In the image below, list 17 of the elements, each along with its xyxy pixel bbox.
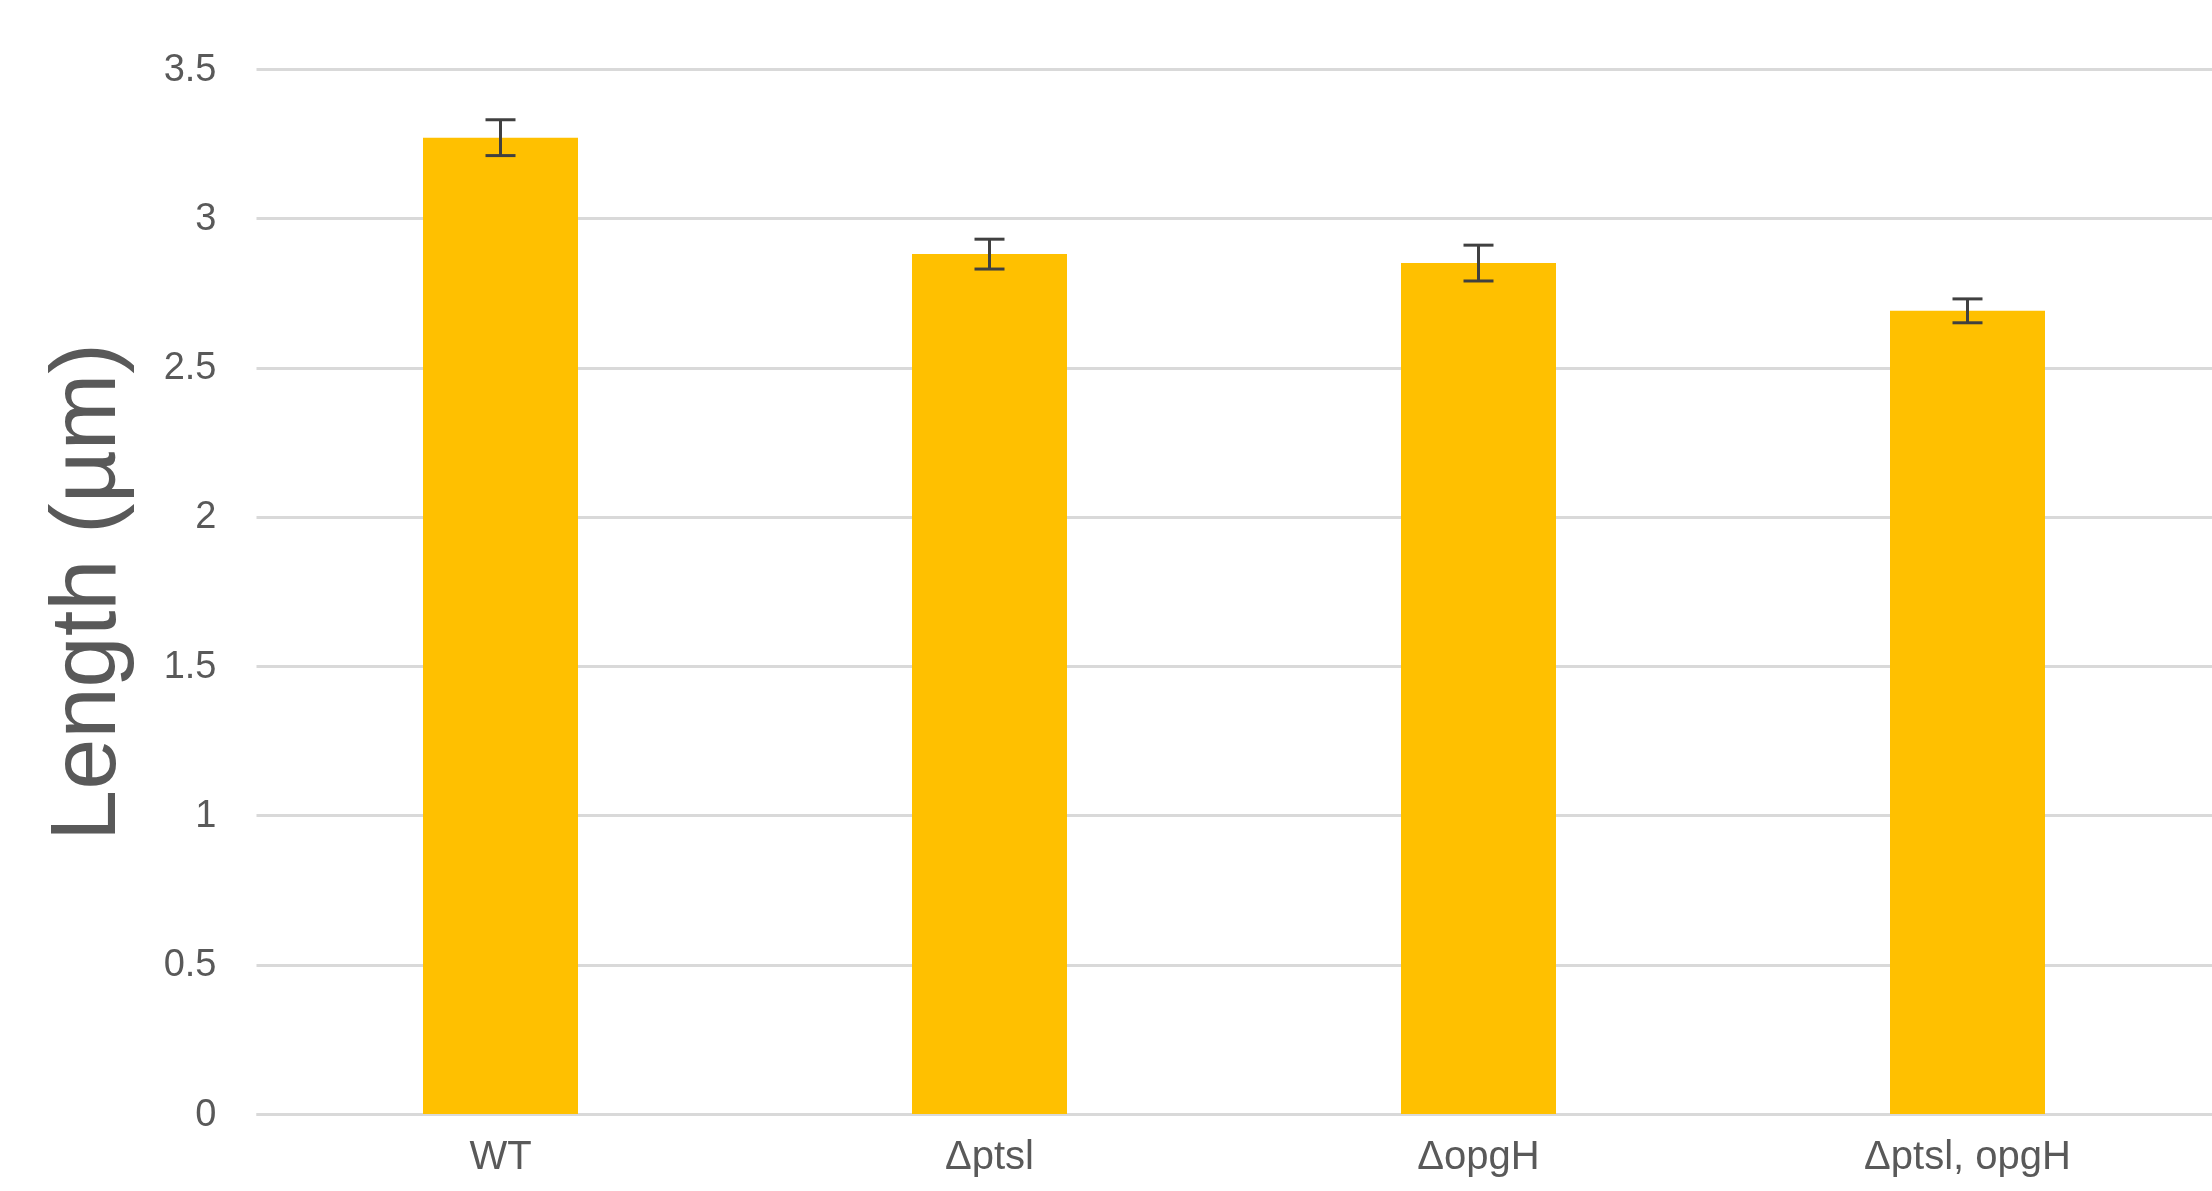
y-tick-label: 3.5 (163, 46, 217, 89)
y-tick-label: 3 (195, 195, 217, 238)
x-tick-label: Δptsl (945, 1132, 1034, 1177)
y-tick-label: 2.5 (163, 345, 217, 388)
x-tick-label: WT (469, 1132, 532, 1177)
y-tick-label: 0 (195, 1091, 217, 1134)
y-axis-title: Length (µm) (31, 343, 134, 841)
bar (912, 254, 1067, 1114)
bar (423, 137, 578, 1114)
bar (1890, 310, 2045, 1114)
y-tick-label: 1 (195, 792, 217, 835)
x-tick-label: ΔopgH (1417, 1132, 1540, 1177)
bar (1401, 263, 1556, 1114)
y-tick-label: 0.5 (163, 942, 217, 985)
x-tick-label: Δptsl, opgH (1864, 1132, 2071, 1177)
y-tick-label: 2 (195, 494, 217, 537)
y-tick-label: 1.5 (163, 643, 217, 686)
